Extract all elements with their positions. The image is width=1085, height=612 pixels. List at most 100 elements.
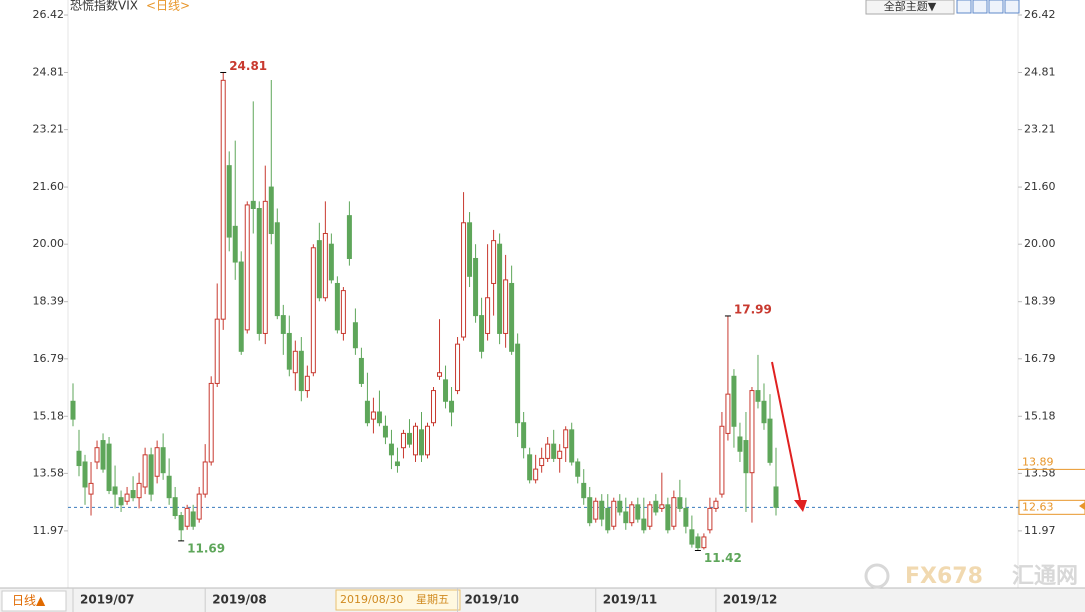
candle-body: [166, 475, 172, 499]
candle-body: [725, 393, 731, 434]
toolbar-icons[interactable]: [956, 0, 1020, 14]
tool-icon[interactable]: [1004, 0, 1020, 14]
candle-body: [220, 79, 226, 320]
watermark-logo: [864, 563, 890, 589]
candle-body: [629, 504, 635, 524]
candle-body: [647, 504, 653, 527]
candle-body: [310, 247, 316, 374]
y-tick-label: 13.58: [33, 466, 65, 479]
candle-body: [214, 318, 220, 384]
candle-body: [76, 450, 82, 467]
candle-body: [130, 490, 136, 499]
candle-body: [322, 232, 328, 299]
y-tick-label: 18.39: [33, 295, 65, 308]
arrow-head: [794, 500, 807, 512]
candle-body: [461, 222, 467, 338]
candle-body: [88, 482, 94, 495]
tool-icon[interactable]: [988, 0, 1004, 14]
last-price-label: 12.63: [1022, 500, 1054, 513]
candle-body: [623, 511, 629, 524]
candle-body: [196, 493, 202, 520]
candle-body: [358, 357, 364, 384]
candle-body: [244, 204, 250, 331]
candle-body: [394, 461, 400, 467]
candle-body: [437, 372, 443, 377]
candle-body: [617, 500, 623, 513]
cursor-label-box: [335, 589, 461, 611]
tool-icon[interactable]: [956, 0, 972, 14]
candle-body: [118, 497, 124, 506]
period-label: <日线>: [146, 0, 190, 13]
candle-body: [178, 515, 184, 531]
y-tick-label: 16.79: [1024, 352, 1056, 365]
candle-body: [70, 400, 76, 420]
candle-body: [605, 507, 611, 531]
y-tick-label: 21.60: [1024, 180, 1056, 193]
candle-body: [743, 440, 749, 474]
period-button[interactable]: [1, 590, 67, 612]
candle-body: [136, 482, 142, 499]
watermark-brand: FX678: [905, 564, 983, 589]
y-tick-label: 13.58: [1024, 466, 1056, 479]
candle-body: [689, 529, 695, 545]
candle-body: [262, 200, 268, 334]
candle-body: [527, 454, 533, 481]
y-tick-label: 24.81: [1024, 65, 1056, 78]
candle-body: [172, 497, 178, 517]
candle-body: [184, 507, 190, 527]
candle-body: [334, 282, 340, 331]
candle-body: [653, 500, 659, 513]
y-tick-label: 11.97: [1024, 524, 1056, 537]
candle-body: [148, 454, 154, 495]
arrow-shaft: [771, 361, 801, 501]
cursor-date: 2019/08/30: [340, 593, 403, 606]
candle-body: [292, 350, 298, 374]
candle-body: [503, 279, 509, 334]
candle-body: [737, 436, 743, 452]
candle-body: [316, 240, 322, 299]
candle-body: [467, 222, 473, 277]
candle-body: [659, 504, 665, 509]
candle-body: [412, 425, 418, 456]
candle-body: [731, 375, 737, 427]
candle-body: [539, 457, 545, 467]
extreme-label: 24.81: [229, 59, 267, 73]
candle-body: [124, 493, 130, 502]
candle-body: [154, 447, 160, 477]
candle-body: [340, 290, 346, 334]
x-tick-label: 2019/10: [465, 593, 519, 607]
candle-body: [208, 382, 214, 463]
y-tick-label: 21.60: [33, 180, 65, 193]
candle-body: [581, 482, 587, 499]
cursor-weekday: 星期五: [416, 593, 449, 606]
time-axis-bar: [0, 588, 1085, 612]
candle-body: [707, 507, 713, 531]
candle-body: [671, 497, 677, 527]
candle-body: [611, 500, 617, 527]
candle-body: [773, 486, 779, 508]
candle-body: [376, 411, 382, 424]
candle-body: [449, 400, 455, 413]
candle-body: [431, 390, 437, 424]
candle-body: [569, 429, 575, 463]
candle-body: [250, 200, 256, 209]
theme-button[interactable]: [865, 0, 955, 15]
candle-body: [521, 422, 527, 449]
candle-body: [485, 297, 491, 334]
x-tick-label: 2019/07: [80, 593, 134, 607]
y-tick-label: 24.81: [33, 65, 65, 78]
period-button-label: 日线▲: [12, 594, 46, 608]
candle-body: [304, 375, 310, 392]
candle-body: [112, 486, 118, 495]
candle-body: [370, 411, 376, 420]
tool-icon[interactable]: [972, 0, 988, 14]
candle-body: [328, 243, 334, 281]
candle-body: [268, 186, 274, 234]
candle-body: [665, 504, 671, 531]
candle-body: [587, 497, 593, 524]
candle-body: [202, 461, 208, 495]
candle-body: [719, 425, 725, 495]
y-tick-label: 23.21: [33, 123, 65, 136]
candle-body: [479, 315, 485, 352]
